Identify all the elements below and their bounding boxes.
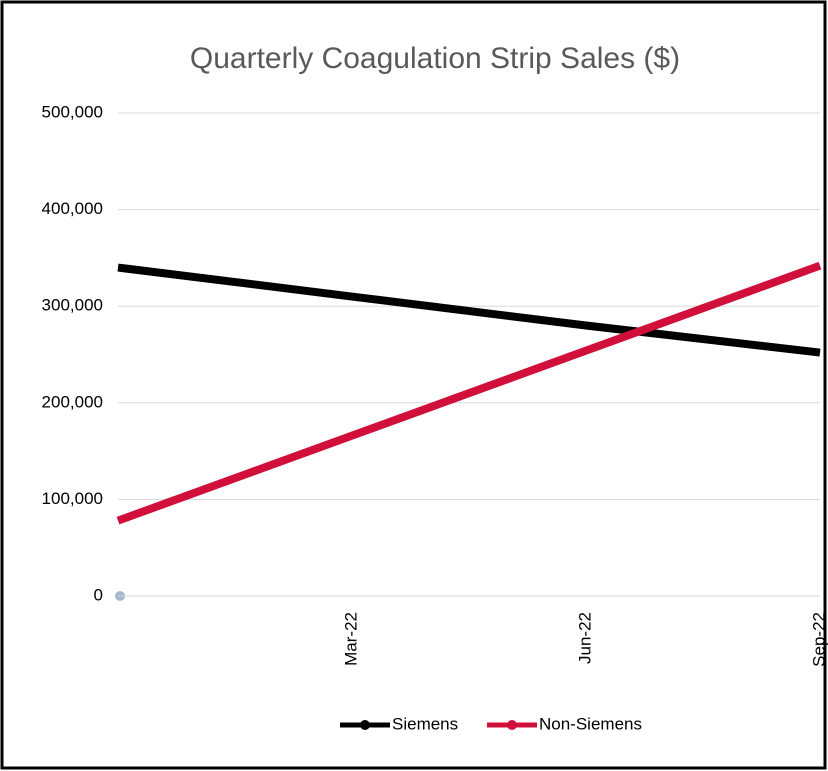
y-tick-label: 0: [94, 585, 103, 604]
legend-label: Siemens: [392, 714, 458, 733]
series-line: [116, 261, 822, 525]
y-tick-label: 500,000: [42, 102, 103, 121]
legend-label: Non-Siemens: [539, 714, 642, 733]
chart-title: Quarterly Coagulation Strip Sales ($): [190, 42, 680, 75]
legend-marker: [507, 720, 517, 730]
x-tick-label: Mar-22: [341, 612, 360, 666]
legend-marker: [360, 720, 370, 730]
y-tick-label: 200,000: [42, 392, 103, 411]
series-line: [117, 263, 821, 357]
y-tick-label: 400,000: [42, 199, 103, 218]
x-tick-label: Jun-22: [575, 612, 594, 664]
x-tick-label: Sep-22: [809, 612, 828, 667]
y-tick-label: 100,000: [42, 489, 103, 508]
y-tick-label: 300,000: [42, 296, 103, 315]
